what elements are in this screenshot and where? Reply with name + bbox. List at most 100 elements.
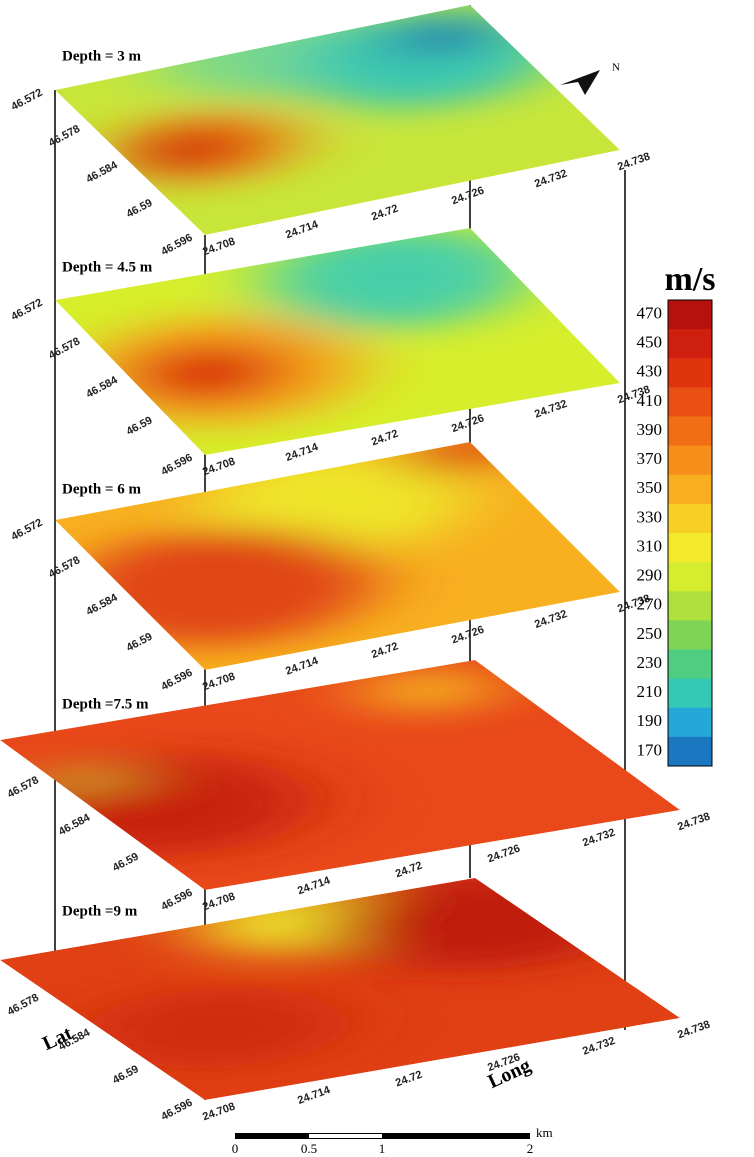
lat-tick-label: 46.572 (9, 297, 44, 323)
long-tick-label: 24.726 (450, 412, 486, 435)
long-tick-label: 24.708 (201, 891, 237, 914)
colorbar-band (668, 387, 712, 417)
long-tick-label: 24.732 (581, 827, 617, 850)
colorbar-border (667, 299, 713, 767)
long-tick-label: 24.714 (284, 441, 321, 464)
long-tick-label: 24.726 (450, 185, 486, 208)
lat-tick-label: 46.584 (57, 811, 93, 838)
long-tick-label: 24.72 (394, 1069, 424, 1090)
colorbar-tick-label: 370 (637, 449, 663, 468)
colorbar-tick-label: 230 (637, 653, 663, 672)
colorbar-tick-label: 350 (637, 478, 663, 497)
scale-tick-label: 2 (527, 1141, 534, 1156)
scale-tick-label: 1 (379, 1141, 386, 1156)
long-tick-label: 24.72 (370, 428, 400, 449)
lat-tick-label: 46.578 (47, 335, 82, 361)
contour-fill (55, 228, 620, 455)
colorbar-tick-label: 430 (637, 362, 663, 381)
lat-tick-label: 46.596 (159, 1097, 194, 1123)
contour-blob (133, 343, 284, 403)
long-tick-label: 24.714 (296, 874, 333, 897)
lat-tick-label: 46.596 (159, 887, 194, 913)
long-tick-label: 24.708 (201, 1101, 237, 1124)
scale-tick-label: 0 (232, 1141, 239, 1156)
north-label: N (612, 62, 620, 74)
colorbar-tick-label: 330 (637, 507, 663, 526)
lat-tick-label: 46.578 (6, 992, 41, 1018)
long-tick-label: 24.732 (533, 168, 569, 191)
contour-blob (130, 126, 255, 174)
colorbar-band (668, 707, 712, 738)
colorbar-tick-label: 170 (637, 740, 663, 759)
long-tick-label: 24.708 (201, 456, 237, 479)
long-tick-label: 24.726 (486, 843, 522, 866)
colorbar-tick-label: 250 (637, 624, 663, 643)
depth-map (55, 442, 620, 670)
colorbar-tick-label: 410 (637, 391, 663, 410)
depth-map (55, 228, 620, 455)
colorbar-band (668, 503, 712, 534)
long-tick-label: 24.714 (296, 1084, 333, 1107)
colorbar-band (668, 562, 712, 592)
long-tick-label: 24.726 (450, 624, 486, 647)
lat-tick-label: 46.596 (159, 452, 194, 478)
colorbar-band (668, 533, 712, 563)
colorbar-band (668, 358, 712, 388)
lat-tick-label: 46.572 (9, 87, 44, 113)
colorbar-band (668, 300, 712, 330)
long-tick-label: 24.72 (394, 860, 424, 881)
lat-tick-label: 46.584 (84, 374, 120, 401)
colorbar-band (668, 591, 712, 621)
colorbar-band (668, 445, 712, 476)
contour-fill (55, 442, 620, 670)
colorbar-band (668, 474, 712, 505)
long-tick-label: 24.708 (201, 236, 237, 259)
colorbar-tick-label: 450 (637, 333, 663, 352)
colorbar-tick-label: 190 (637, 711, 663, 730)
depth-label: Depth =9 m (62, 903, 138, 919)
lat-tick-label: 46.59 (124, 414, 154, 438)
long-tick-label: 24.732 (581, 1035, 617, 1058)
depth-map (0, 878, 680, 1100)
long-tick-label: 24.732 (533, 608, 569, 631)
colorbar-band (668, 649, 712, 680)
lat-tick-label: 46.584 (84, 159, 120, 186)
colorbar-tick-label: 210 (637, 682, 663, 701)
colorbar-tick-label: 270 (637, 595, 663, 614)
long-tick-label: 24.714 (284, 655, 321, 678)
contour-blob (398, 20, 487, 54)
colorbar-band (668, 736, 712, 767)
colorbar-band (668, 416, 712, 447)
scale-tick-label: 0.5 (301, 1141, 317, 1156)
lat-tick-label: 46.572 (9, 517, 44, 543)
lat-tick-label: 46.59 (111, 1063, 141, 1087)
colorbar-tick-label: 290 (637, 566, 663, 585)
contour-blob (88, 987, 348, 1069)
colorbar-band (668, 329, 712, 359)
contour-blob (292, 7, 557, 109)
north-arrow (560, 70, 600, 95)
lat-tick-label: 46.578 (6, 774, 41, 800)
contour-blob (54, 770, 117, 792)
colorbar-band (668, 620, 712, 650)
colorbar-band (668, 678, 712, 709)
scale-bar (235, 1133, 530, 1139)
long-tick-label: 24.732 (533, 398, 569, 421)
contour-blob (366, 669, 491, 711)
colorbar-tick-label: 390 (637, 420, 663, 439)
depth-label: Depth = 3 m (62, 48, 141, 64)
colorbar-tick-label: 310 (637, 536, 663, 555)
lat-tick-label: 46.596 (159, 232, 194, 258)
lat-tick-label: 46.584 (84, 591, 120, 618)
colorbar-tick-label: 470 (637, 303, 663, 322)
long-tick-label: 24.738 (616, 151, 652, 174)
long-tick-label: 24.714 (284, 218, 321, 241)
contour-fill (55, 5, 620, 235)
long-tick-label: 24.708 (201, 671, 237, 694)
lat-tick-label: 46.578 (47, 123, 82, 149)
long-tick-label: 24.738 (676, 1019, 712, 1042)
lat-tick-label: 46.59 (111, 851, 141, 875)
depth-label: Depth = 6 m (62, 481, 141, 497)
lat-tick-label: 46.578 (47, 554, 82, 580)
